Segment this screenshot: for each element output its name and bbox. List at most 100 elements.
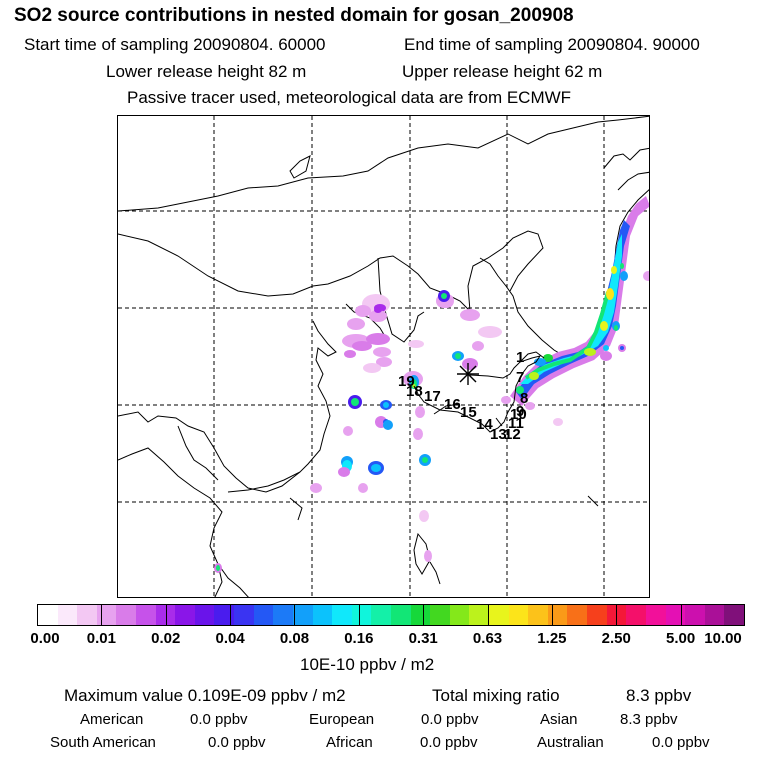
traj-label: 12: [504, 426, 521, 443]
maximum-value: Maximum value 0.109E-09 ppbv / m2: [64, 686, 346, 705]
traj-label: 13: [490, 426, 507, 443]
colorbar-unit: 10E-10 ppbv / m2: [300, 655, 435, 674]
colorbar-segment: [332, 605, 352, 625]
colorbar-segment: [57, 605, 78, 625]
european-label: European: [309, 711, 375, 728]
colorbar-label: 0.16: [344, 630, 374, 647]
map-title: SO2 source contributions in nested domai…: [14, 5, 574, 26]
colorbar-label: 5.00: [666, 630, 696, 647]
south-american-label: South American: [50, 734, 156, 751]
traj-label: 18: [406, 383, 423, 400]
colorbar-segment: [547, 605, 568, 625]
asian-label: Asian: [540, 711, 578, 728]
african-label: African: [326, 734, 373, 751]
south-american-value: 0.0 ppbv: [208, 734, 266, 751]
colorbar-label: 0.01: [86, 630, 116, 647]
colorbar-tick: [551, 605, 553, 625]
colorbar-label: 0.04: [215, 630, 245, 647]
trajectory-labels: 19 18 17 16 15 14 13 12 11 10 9 8 7 1: [398, 349, 528, 443]
colorbar-label: 1.25: [537, 630, 567, 647]
colorbar-segment: [253, 605, 274, 625]
colorbar-segment: [685, 605, 705, 625]
map-panel: 19 18 17 16 15 14 13 12 11 10 9 8 7 1: [117, 115, 650, 598]
traj-label: 14: [476, 416, 493, 433]
colorbar-segment: [175, 605, 195, 625]
colorbar-segment: [273, 605, 293, 625]
colorbar-tick: [165, 605, 167, 625]
upper-release-height: Upper release height 62 m: [402, 62, 603, 81]
colorbar-label: 0.63: [472, 630, 503, 647]
traj-label: 10: [510, 406, 527, 423]
back-trajectory: [413, 351, 545, 433]
colorbar-label: 2.50: [601, 630, 631, 647]
colorbar-segment: [371, 605, 391, 625]
colorbar-segment: [234, 605, 254, 625]
map-canvas: 19 18 17 16 15 14 13 12 11 10 9 8 7 1: [118, 116, 649, 597]
colorbar-label: 0.08: [279, 630, 310, 647]
colorbar-segment: [587, 605, 607, 625]
traj-label: 15: [460, 404, 477, 421]
end-time: End time of sampling 20090804. 90000: [404, 35, 700, 54]
concentration-field: [214, 196, 649, 573]
traj-label: 8: [520, 390, 528, 407]
colorbar-label: 0.00: [30, 630, 60, 647]
traj-label: 7: [516, 369, 524, 386]
lower-release-height: Lower release height 82 m: [106, 62, 307, 81]
colorbar-segment: [665, 605, 686, 625]
colorbar-segment: [528, 605, 548, 625]
colorbar-tick: [101, 605, 103, 625]
colorbar-segment: [704, 605, 725, 625]
colorbar-segment: [292, 605, 313, 625]
colorbar-segment: [567, 605, 588, 625]
colorbar-segment: [77, 605, 97, 625]
colorbar-tick: [487, 605, 489, 625]
tracer-note: Passive tracer used, meteorological data…: [127, 88, 572, 107]
australian-value: 0.0 ppbv: [652, 734, 710, 751]
colorbar-segment: [489, 605, 509, 625]
colorbar-tick: [358, 605, 360, 625]
colorbar-segment: [430, 605, 450, 625]
total-mixing-value: 8.3 ppbv: [626, 686, 692, 705]
colorbar-label: 10.00: [704, 630, 742, 647]
traj-label: 19: [398, 373, 415, 390]
traj-label: 17: [424, 388, 441, 405]
colorbar-tick: [616, 605, 618, 625]
colorbar-segment: [38, 605, 58, 625]
traj-label: 9: [516, 403, 524, 420]
traj-label: 16: [444, 396, 461, 413]
colorbar-segment: [449, 605, 470, 625]
colorbar-segment: [351, 605, 372, 625]
colorbar: [37, 604, 745, 626]
colorbar-segment: [410, 605, 431, 625]
african-value: 0.0 ppbv: [420, 734, 478, 751]
colorbar-segment: [194, 605, 215, 625]
colorbar-segment: [96, 605, 117, 625]
colorbar-tick: [423, 605, 425, 625]
colorbar-segment: [116, 605, 137, 625]
asian-value: 8.3 ppbv: [620, 711, 678, 728]
colorbar-segment: [469, 605, 490, 625]
colorbar-segment: [214, 605, 235, 625]
coastlines: [118, 116, 649, 597]
colorbar-tick: [294, 605, 296, 625]
colorbar-tick: [230, 605, 232, 625]
colorbar-segment: [508, 605, 529, 625]
european-value: 0.0 ppbv: [421, 711, 479, 728]
american-value: 0.0 ppbv: [190, 711, 248, 728]
star-marker-icon: [457, 363, 479, 385]
start-time: Start time of sampling 20090804. 60000: [24, 35, 326, 54]
colorbar-tick: [680, 605, 682, 625]
total-mixing-label: Total mixing ratio: [432, 686, 560, 705]
colorbar-segment: [390, 605, 411, 625]
colorbar-label: 0.31: [408, 630, 438, 647]
colorbar-label: 0.02: [151, 630, 181, 647]
colorbar-segment: [645, 605, 666, 625]
colorbar-segment: [136, 605, 156, 625]
traj-label: 11: [508, 415, 524, 432]
traj-label: 1: [516, 349, 524, 366]
colorbar-segment: [312, 605, 333, 625]
colorbar-segment: [155, 605, 176, 625]
australian-label: Australian: [537, 734, 604, 751]
colorbar-segment: [626, 605, 646, 625]
american-label: American: [80, 711, 144, 728]
